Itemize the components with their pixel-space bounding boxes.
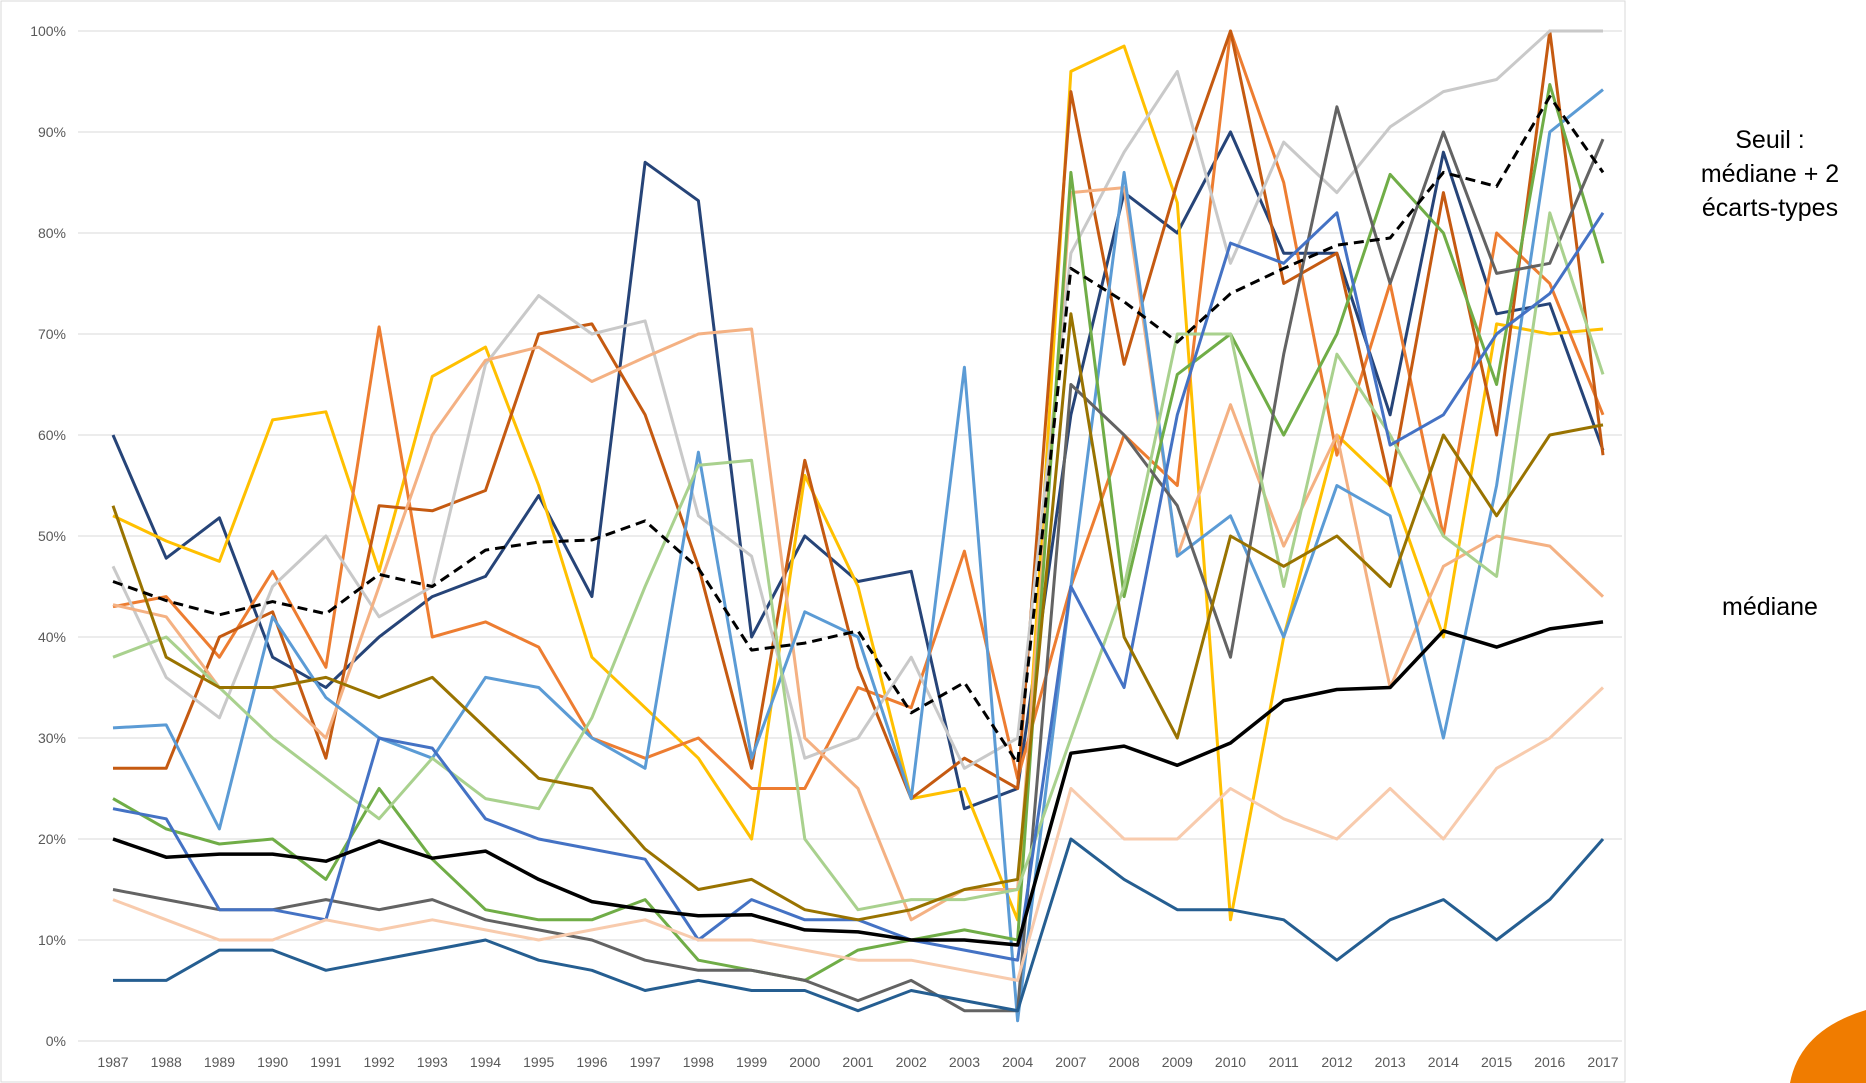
x-tick-label: 2008 [1108,1054,1139,1070]
y-tick-label: 0% [46,1033,66,1049]
x-tick-label: 1987 [97,1054,128,1070]
series-line [112,44,1604,922]
x-tick-label: 2001 [842,1054,873,1070]
y-tick-label: 40% [38,629,66,645]
series-line [113,837,1605,1013]
x-tick-label: 2009 [1162,1054,1193,1070]
y-tick-label: 10% [38,932,66,948]
series-line [112,211,1605,912]
x-tick-label: 2017 [1587,1054,1618,1070]
x-tick-label: 1998 [683,1054,714,1070]
series-line [112,686,1605,982]
x-tick-label: 2015 [1481,1054,1512,1070]
x-tick-label: 2014 [1428,1054,1459,1070]
x-tick-label: 1997 [630,1054,661,1070]
series-line [111,312,1604,922]
x-tick-label: 2000 [789,1054,820,1070]
series-line [112,186,1605,922]
x-tick-label: 1991 [310,1054,341,1070]
x-tick-label: 2007 [1055,1054,1086,1070]
x-tick-label: 1999 [736,1054,767,1070]
series-line [112,620,1604,947]
annotation: écarts-types [1702,194,1838,222]
x-tick-label: 1995 [523,1054,554,1070]
x-tick-label: 1994 [470,1054,501,1070]
x-tick-label: 2004 [1002,1054,1033,1070]
x-tick-label: 2016 [1534,1054,1565,1070]
x-tick-label: 1996 [576,1054,607,1070]
y-tick-label: 100% [30,23,66,39]
y-tick-label: 60% [38,427,66,443]
series-line [112,29,1605,790]
annotation: Seuil : [1735,126,1804,154]
x-tick-label: 2013 [1375,1054,1406,1070]
y-tick-label: 50% [38,528,66,544]
series-line [112,88,1604,1023]
y-tick-label: 90% [38,124,66,140]
series-line [111,130,1605,811]
x-tick-label: 1993 [417,1054,448,1070]
y-tick-label: 80% [38,225,66,241]
annotation: médiane [1722,593,1818,621]
x-tick-label: 1992 [363,1054,394,1070]
annotation: médiane + 2 [1701,160,1839,188]
x-tick-label: 1988 [151,1054,182,1070]
series-line [112,83,1605,982]
series-line [112,95,1605,765]
x-tick-label: 2011 [1269,1054,1299,1070]
y-tick-label: 70% [38,326,66,342]
y-tick-label: 30% [38,730,66,746]
x-tick-label: 2012 [1321,1054,1352,1070]
chart-frame [0,0,1626,1083]
series-line [112,105,1605,1013]
x-tick-label: 2010 [1215,1054,1246,1070]
decoration [1790,1010,1866,1083]
x-tick-label: 2002 [896,1054,927,1070]
series-line [113,29,1605,801]
x-tick-label: 2003 [949,1054,980,1070]
y-tick-label: 20% [38,831,66,847]
x-tick-label: 1989 [204,1054,235,1070]
x-tick-label: 1990 [257,1054,288,1070]
